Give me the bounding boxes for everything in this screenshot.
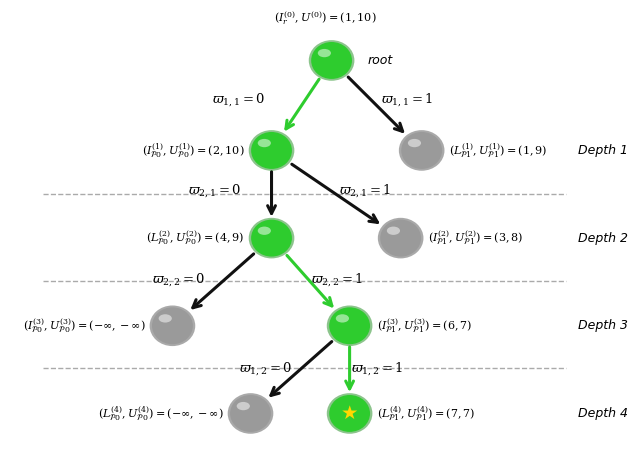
Ellipse shape	[251, 219, 292, 256]
Ellipse shape	[336, 314, 349, 323]
Ellipse shape	[230, 395, 271, 432]
Text: $(I_r^{(0)},U^{(0)})=(1,10)$: $(I_r^{(0)},U^{(0)})=(1,10)$	[275, 10, 377, 27]
Ellipse shape	[327, 305, 372, 346]
Text: ★: ★	[341, 404, 358, 423]
Ellipse shape	[399, 130, 445, 171]
Text: $\varpi_{2,1}=1$: $\varpi_{2,1}=1$	[339, 183, 391, 199]
Text: $\varpi_{1,1}=1$: $\varpi_{1,1}=1$	[381, 92, 433, 108]
Text: Depth 1: Depth 1	[578, 144, 628, 157]
Ellipse shape	[318, 49, 331, 57]
Text: $\varpi_{2,2}=0$: $\varpi_{2,2}=0$	[152, 271, 205, 288]
Ellipse shape	[380, 219, 421, 256]
Ellipse shape	[329, 307, 370, 344]
Text: $\varpi_{1,2}=1$: $\varpi_{1,2}=1$	[351, 360, 403, 376]
Ellipse shape	[159, 314, 172, 323]
Ellipse shape	[237, 402, 250, 410]
Text: $(L_{\mathcal{P}1}^{(1)},U_{\mathcal{P}1}^{(1)})=(1,9)$: $(L_{\mathcal{P}1}^{(1)},U_{\mathcal{P}1…	[449, 141, 547, 160]
Ellipse shape	[327, 393, 372, 434]
Ellipse shape	[311, 42, 352, 79]
Ellipse shape	[228, 393, 273, 434]
Ellipse shape	[308, 40, 355, 81]
Text: $\varpi_{1,2}=0$: $\varpi_{1,2}=0$	[239, 360, 292, 376]
Text: $(I_{\mathcal{P}0}^{(1)},U_{\mathcal{P}0}^{(1)})=(2,10)$: $(I_{\mathcal{P}0}^{(1)},U_{\mathcal{P}0…	[142, 141, 244, 160]
Ellipse shape	[258, 226, 271, 235]
Ellipse shape	[408, 139, 421, 147]
Text: $(L_{\mathcal{P}0}^{(2)},U_{\mathcal{P}0}^{(2)})=(4,9)$: $(L_{\mathcal{P}0}^{(2)},U_{\mathcal{P}0…	[146, 229, 244, 248]
Ellipse shape	[249, 130, 294, 171]
Ellipse shape	[251, 132, 292, 169]
Text: $\varpi_{2,1}=0$: $\varpi_{2,1}=0$	[188, 183, 241, 199]
Ellipse shape	[152, 307, 193, 344]
Ellipse shape	[150, 305, 195, 346]
Text: Depth 2: Depth 2	[578, 232, 628, 245]
Text: root: root	[367, 54, 393, 67]
Ellipse shape	[249, 218, 294, 258]
Text: Depth 4: Depth 4	[578, 407, 628, 420]
Text: Depth 3: Depth 3	[578, 319, 628, 333]
Text: $(I_{\mathcal{P}1}^{(2)},U_{\mathcal{P}1}^{(2)})=(3,8)$: $(I_{\mathcal{P}1}^{(2)},U_{\mathcal{P}1…	[428, 229, 524, 248]
Text: $(I_{\mathcal{P}0}^{(3)},U_{\mathcal{P}0}^{(3)})=(-\infty,-\infty)$: $(I_{\mathcal{P}0}^{(3)},U_{\mathcal{P}0…	[22, 317, 145, 335]
Text: $(I_{\mathcal{P}1}^{(3)},U_{\mathcal{P}1}^{(3)})=(6,7)$: $(I_{\mathcal{P}1}^{(3)},U_{\mathcal{P}1…	[376, 317, 472, 335]
Text: $(L_{\mathcal{P}1}^{(4)},U_{\mathcal{P}1}^{(4)})=(7,7)$: $(L_{\mathcal{P}1}^{(4)},U_{\mathcal{P}1…	[376, 404, 475, 423]
Ellipse shape	[258, 139, 271, 147]
Text: $(L_{\mathcal{P}0}^{(4)},U_{\mathcal{P}0}^{(4)})=(-\infty,-\infty)$: $(L_{\mathcal{P}0}^{(4)},U_{\mathcal{P}0…	[98, 404, 223, 423]
Ellipse shape	[329, 395, 370, 432]
Text: $\varpi_{1,1}=0$: $\varpi_{1,1}=0$	[212, 92, 265, 108]
Ellipse shape	[378, 218, 424, 258]
Ellipse shape	[387, 226, 400, 235]
Ellipse shape	[401, 132, 442, 169]
Text: $\varpi_{2,2}=1$: $\varpi_{2,2}=1$	[312, 271, 364, 288]
